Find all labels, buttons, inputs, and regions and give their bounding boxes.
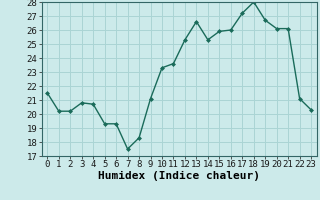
X-axis label: Humidex (Indice chaleur): Humidex (Indice chaleur) — [98, 171, 260, 181]
